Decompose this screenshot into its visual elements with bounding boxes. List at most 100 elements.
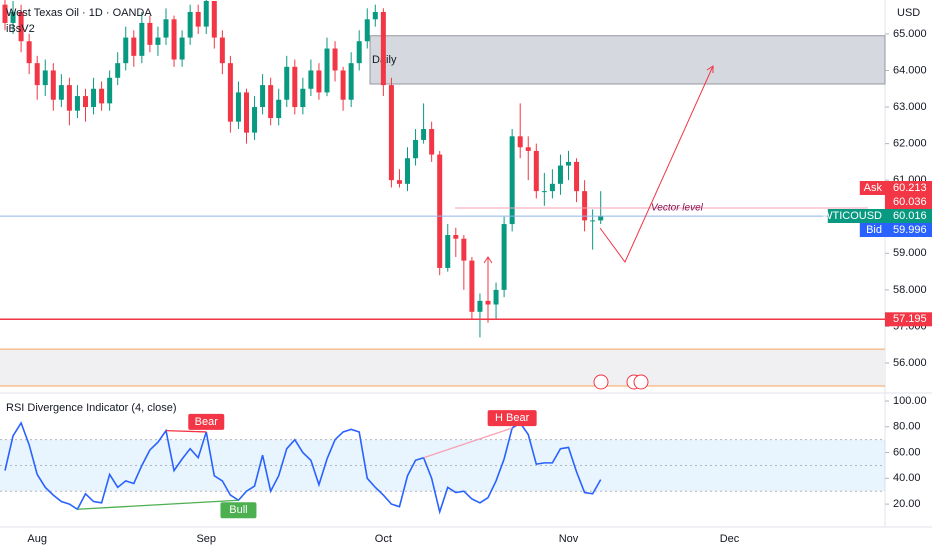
- candle-body: [50, 70, 56, 100]
- divergence-line: [423, 427, 513, 459]
- candle-body: [405, 158, 410, 184]
- candle-body: [396, 180, 402, 184]
- chart-title: West Texas Oil · 1D · OANDA: [6, 7, 152, 19]
- candle-body: [533, 150, 539, 192]
- price-tag-value: 60.213: [893, 182, 927, 194]
- candle-body: [171, 19, 177, 60]
- vector-label: Vector level: [651, 203, 704, 214]
- price-tag-value: 60.016: [893, 210, 927, 222]
- candle-body: [549, 183, 555, 192]
- y-axis-label: USD: [897, 7, 920, 19]
- price-tag-value: 60.036: [893, 196, 927, 208]
- annotation-bg: [188, 413, 225, 430]
- candle-body: [99, 88, 105, 104]
- candle-body: [26, 41, 32, 64]
- candle-body: [2, 4, 8, 23]
- supply-zone: [369, 35, 886, 85]
- candle-body: [388, 85, 394, 181]
- candle-body: [227, 63, 233, 122]
- candle-body: [123, 37, 129, 64]
- candle-body: [83, 96, 88, 108]
- price-tag-bg: [885, 223, 932, 237]
- candle-body: [300, 88, 306, 108]
- flag-icon: [593, 374, 609, 390]
- candle-body: [445, 235, 451, 268]
- candle-body: [316, 70, 322, 93]
- candle-body: [461, 238, 467, 261]
- price-tag-label-bg: [859, 181, 885, 195]
- candle-body: [356, 41, 362, 64]
- candle-body: [525, 147, 531, 151]
- candle-body: [260, 85, 266, 108]
- up-arrow-head: [483, 256, 493, 264]
- x-tick-label: Sep: [196, 533, 216, 545]
- candle-body: [541, 191, 547, 193]
- candle-body: [276, 99, 282, 119]
- candle-body: [147, 22, 153, 45]
- candle-body: [453, 235, 459, 239]
- price-tag-label: WTICOUSD: [822, 210, 882, 222]
- candle-body: [91, 88, 97, 108]
- candle-body: [115, 63, 121, 78]
- projection-path: [599, 65, 714, 263]
- candle-body: [235, 92, 241, 122]
- candle-body: [598, 216, 604, 221]
- rsi-band: [0, 439, 885, 492]
- y-tick-label: 56.000: [893, 357, 927, 369]
- candle-body: [421, 128, 427, 140]
- y-tick-label: 60.00: [893, 446, 921, 458]
- x-tick-label: Dec: [720, 533, 740, 545]
- x-tick-label: Aug: [27, 533, 47, 545]
- candle-body: [437, 154, 443, 268]
- candle-body: [477, 300, 483, 312]
- price-tag: 57.195: [893, 313, 927, 325]
- candle-body: [107, 77, 113, 104]
- price-tag-bg: [885, 181, 932, 195]
- price-tag-bg: [885, 195, 932, 209]
- annotation-bg: [220, 502, 257, 519]
- candle-body: [380, 11, 386, 86]
- candle-body: [566, 161, 571, 166]
- candle-body: [308, 70, 314, 89]
- candle-body: [372, 11, 378, 20]
- candle-body: [284, 66, 290, 100]
- price-tag-label: Ask: [864, 182, 883, 194]
- event-flags: [593, 374, 649, 390]
- annotation-bg: [487, 410, 537, 427]
- candle-body: [66, 85, 72, 111]
- candle-body: [58, 85, 64, 100]
- y-tick-label: 80.00: [893, 421, 921, 433]
- candle-body: [413, 139, 419, 159]
- y-tick-label: 59.000: [893, 247, 927, 259]
- divergence-line: [165, 429, 207, 433]
- candle-body: [163, 19, 169, 38]
- demand-zone: [0, 349, 885, 387]
- x-tick-label: Oct: [375, 533, 392, 545]
- candle-body: [332, 48, 338, 71]
- candle-body: [348, 63, 354, 100]
- candle-body: [244, 92, 249, 133]
- candle-body: [42, 70, 48, 86]
- annotation-label: H Bear: [495, 412, 530, 424]
- candle-body: [324, 48, 330, 93]
- candle-body: [195, 11, 201, 27]
- y-tick-label: 65.000: [893, 28, 927, 40]
- price-tag-label-bg: [859, 223, 885, 237]
- candle-body: [18, 11, 24, 42]
- candle-body: [517, 136, 523, 148]
- candle-body: [509, 136, 515, 225]
- candle-body: [74, 96, 80, 111]
- candle-body: [574, 161, 580, 192]
- candle-body: [179, 37, 185, 60]
- candle-body: [469, 260, 475, 312]
- price-tag-bg: [885, 209, 932, 223]
- price-tag-label: Bid: [866, 224, 882, 236]
- candle-body: [292, 66, 298, 108]
- projection-arrowhead: [706, 65, 714, 73]
- candle-body: [590, 220, 596, 222]
- candle-body: [252, 107, 258, 133]
- y-tick-label: 63.000: [893, 101, 927, 113]
- rsi-line: [4, 421, 602, 515]
